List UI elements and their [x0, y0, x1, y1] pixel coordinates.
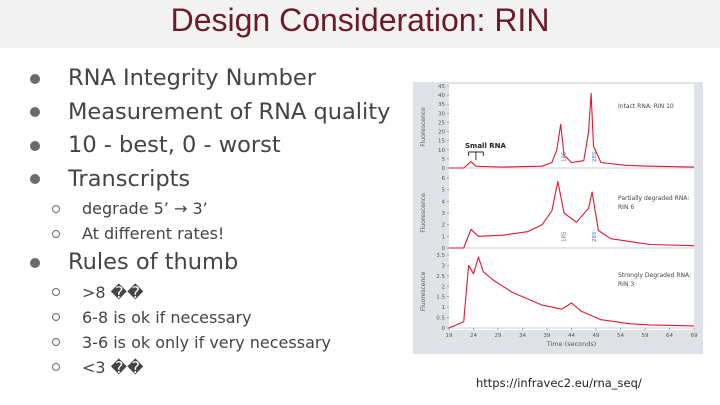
y-tick-label: 2	[442, 223, 446, 229]
y-tick-label: 1.5	[436, 295, 445, 301]
bullet-text: Transcripts	[68, 165, 191, 192]
sub-bullet-item: 3-6 is ok only if very necessary	[30, 330, 390, 355]
y-tick-label: 10	[438, 148, 445, 154]
peak-label: 18S	[562, 231, 568, 242]
x-tick-label: 54	[617, 333, 624, 339]
peak-label: 28S	[592, 231, 598, 242]
sub-bullet-text: 6-8 is ok if necessary	[82, 307, 252, 327]
bullet-item: RNA Integrity Number	[30, 62, 390, 96]
y-tick-label: 3	[442, 211, 446, 217]
bullet-item: Measurement of RNA quality	[30, 96, 390, 130]
y-axis-label: Fluorescence	[420, 193, 427, 233]
bullet-item: Rules of thumb	[30, 246, 390, 280]
y-axis-label: Fluorescence	[420, 271, 427, 311]
sub-bullet-ring	[52, 363, 60, 371]
bullet-dot	[30, 73, 40, 84]
source-link[interactable]: https://infravec2.eu/rna_seq/	[476, 376, 642, 390]
small-rna-annotation: Small RNA	[465, 142, 507, 150]
bullet-dot	[30, 174, 40, 185]
y-tick-label: 2.5	[436, 274, 445, 280]
sub-bullet-item: <3 ��	[30, 355, 390, 380]
peak-label: 18S	[562, 151, 568, 162]
y-tick-label: 1	[442, 234, 446, 240]
y-tick-label: 35	[438, 102, 445, 108]
sub-bullet-ring	[52, 313, 60, 321]
sub-bullet-text: >8 ��	[82, 282, 144, 302]
y-tick-label: 15	[438, 139, 445, 145]
peak-label: 28S	[592, 151, 598, 162]
x-tick-label: 49	[593, 333, 600, 339]
sub-bullet-ring	[52, 229, 60, 238]
sub-bullet-ring	[52, 204, 60, 213]
y-tick-label: 5	[442, 188, 446, 194]
fluorescence-trace	[449, 180, 695, 249]
panel-label: Strongly Degraded RNA:	[618, 272, 691, 279]
bullet-text: 10 - best, 0 - worst	[68, 132, 281, 158]
x-tick-label: 29	[495, 333, 502, 339]
sub-bullet-item: 6-8 is ok if necessary	[30, 305, 390, 330]
y-tick-label: 4	[442, 199, 446, 205]
title-band	[0, 0, 720, 48]
bullet-dot	[30, 257, 40, 268]
sub-bullet-item: degrade 5’ → 3’	[30, 196, 390, 221]
bullet-item: 10 - best, 0 - worst	[30, 129, 390, 163]
y-tick-label: 20	[438, 130, 445, 136]
x-tick-label: 19	[446, 333, 453, 339]
plot-area	[449, 84, 694, 330]
fluorescence-trace	[448, 256, 695, 329]
y-tick-label: 1	[442, 305, 446, 311]
panel-label: Partially degraded RNA:	[618, 195, 689, 202]
bullet-dot	[30, 107, 40, 118]
x-tick-label: 34	[519, 333, 526, 339]
x-tick-label: 59	[642, 333, 649, 339]
y-tick-label: 40	[438, 93, 445, 99]
fluorescence-trace	[449, 92, 695, 169]
bullet-text: RNA Integrity Number	[68, 65, 317, 91]
sub-bullet-text: 3-6 is ok only if very necessary	[82, 332, 331, 352]
x-tick-label: 39	[544, 333, 551, 339]
panel-label: RIN 3	[618, 281, 634, 288]
x-tick-label: 69	[691, 333, 698, 339]
sub-bullet-ring	[52, 338, 60, 346]
sub-bullet-item: >8 ��	[30, 280, 390, 305]
small-rna-bracket	[468, 151, 484, 160]
bullet-dot	[30, 140, 40, 151]
y-tick-label: 30	[438, 111, 445, 117]
x-tick-label: 44	[568, 333, 575, 339]
y-tick-label: 3	[442, 263, 446, 269]
sub-bullet-text: <3 ��	[82, 357, 144, 377]
y-tick-label: 45	[438, 84, 445, 90]
y-axis-label: Fluorescence	[420, 107, 427, 147]
y-tick-label: 0	[442, 246, 446, 252]
x-tick-label: 24	[470, 333, 477, 339]
sub-bullet-item: At different rates!	[30, 221, 390, 246]
panel-label: RIN 6	[618, 204, 634, 211]
y-tick-label: 25	[438, 120, 445, 126]
slide-title: Design Consideration: RIN	[170, 2, 550, 38]
sub-bullet-text: At different rates!	[82, 224, 225, 243]
sub-bullet-ring	[52, 288, 60, 296]
sub-bullet-text: degrade 5’ → 3’	[82, 199, 208, 218]
y-tick-label: 0	[442, 326, 446, 332]
panel-label: Intact RNA: RIN 10	[618, 103, 674, 110]
bullet-text: Rules of thumb	[68, 249, 239, 275]
x-tick-label: 64	[666, 333, 673, 339]
bullet-text: Measurement of RNA quality	[68, 98, 391, 125]
y-tick-label: 6	[442, 176, 446, 182]
y-tick-label: 5	[442, 157, 446, 163]
y-tick-label: 2	[442, 284, 446, 290]
x-axis-label: Time (seconds)	[546, 340, 597, 348]
y-tick-label: 0.5	[436, 316, 445, 322]
bullet-list: RNA Integrity Number Measurement of RNA …	[30, 62, 390, 380]
y-tick-label: 0	[442, 166, 446, 172]
y-tick-label: 3.5	[436, 253, 445, 259]
electropherogram-figure: 0 5 10 15 20 25 30 35 40 45 Fluorescence Intact RNA…	[413, 82, 703, 354]
bullet-item: Transcripts	[30, 163, 390, 197]
